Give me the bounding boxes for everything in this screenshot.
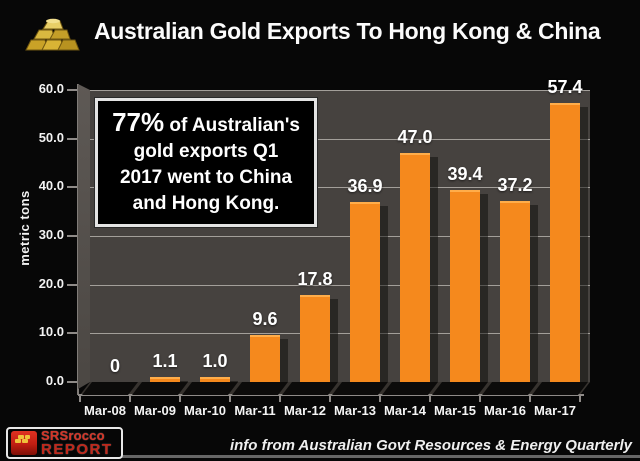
annotation-line: 77% of Australian's (100, 107, 312, 139)
x-tick-mark (329, 396, 331, 402)
annotation-box: 77% of Australian's gold exports Q1 2017… (95, 98, 317, 227)
bar (150, 376, 180, 382)
annotation-highlight: 77% (112, 107, 165, 137)
logo-text: SRSrocco REPORT (41, 429, 113, 457)
bar-value-label: 36.9 (347, 176, 383, 197)
srsrocco-logo: SRSrocco REPORT (6, 427, 123, 459)
gridline (90, 333, 590, 335)
bar-base-pad (382, 382, 438, 395)
header: Australian Gold Exports To Hong Kong & C… (0, 0, 640, 66)
x-tick-label: Mar-16 (484, 403, 526, 418)
bar (350, 202, 380, 382)
frame-edge (10, 455, 640, 458)
bar-value-label: 17.8 (297, 269, 333, 290)
gridline (90, 138, 590, 140)
gridline (90, 187, 590, 189)
x-tick-mark (179, 396, 181, 402)
bar-value-label: 1.0 (202, 351, 228, 372)
bar-base-pad (482, 382, 538, 395)
bar-value-label: 1.1 (152, 350, 178, 371)
bar-value-label: 9.6 (252, 309, 278, 330)
y-tick-label: 0.0 (45, 373, 64, 388)
x-tick-label: Mar-12 (284, 403, 326, 418)
x-tick-label: Mar-10 (184, 403, 226, 418)
x-tick-label: Mar-09 (134, 403, 176, 418)
y-tick-label: 20.0 (38, 275, 64, 291)
bar (550, 102, 580, 382)
y-tick-mark (67, 235, 77, 237)
annotation-line: and Hong Kong. (132, 193, 280, 214)
x-tick-mark (129, 396, 131, 402)
logo-line2: REPORT (41, 441, 113, 458)
x-tick-mark (279, 396, 281, 402)
annotation-line: gold exports Q1 (133, 141, 279, 162)
y-tick-mark (67, 89, 77, 91)
bar (200, 377, 230, 382)
y-tick-label: 10.0 (38, 324, 64, 340)
annotation-line: 2017 went to China (119, 167, 293, 188)
x-tick-mark (529, 396, 531, 402)
bar (300, 295, 330, 382)
bar-base-pad (132, 382, 188, 395)
x-tick-label: Mar-17 (534, 403, 576, 418)
bar-value-label: 0 (109, 356, 120, 376)
bar-base-pad (182, 382, 238, 395)
x-tick-label: Mar-11 (234, 403, 276, 418)
gold-bars-icon (25, 18, 80, 51)
y-tick-mark (67, 186, 77, 189)
x-tick-label: Mar-14 (384, 403, 426, 418)
logo-cart-icon (11, 431, 37, 455)
y-tick-mark (67, 332, 77, 335)
y-tick-mark (67, 381, 77, 383)
bar-value-label: 47.0 (397, 127, 433, 148)
gridline (90, 284, 590, 286)
x-tick-mark (79, 396, 81, 402)
x-tick-mark (229, 396, 231, 402)
x-axis-line (78, 394, 584, 396)
bar (500, 200, 530, 382)
y-tick-label: 60.0 (38, 81, 64, 96)
x-tick-mark (429, 396, 431, 402)
bar-value-label: 37.2 (497, 174, 533, 195)
x-tick-label: Mar-08 (84, 403, 126, 418)
x-tick-label: Mar-13 (334, 403, 376, 418)
annotation-line1-rest: of Australian's (164, 115, 300, 136)
y-tick-label: 40.0 (38, 178, 64, 194)
bar-value-label: 57.4 (547, 76, 583, 97)
y-tick-label: 50.0 (38, 129, 64, 145)
bar-base-pad (282, 382, 338, 395)
y-tick-mark (67, 283, 77, 286)
page-title: Australian Gold Exports To Hong Kong & C… (94, 18, 601, 44)
plot-side-wall (78, 84, 90, 389)
x-tick-label: Mar-15 (434, 403, 476, 418)
x-tick-mark (379, 396, 381, 402)
y-tick-label: 30.0 (38, 227, 64, 242)
bar-base-pad (432, 382, 488, 395)
bar (250, 335, 280, 382)
bar-base-pad (82, 382, 138, 395)
x-tick-mark (579, 396, 581, 402)
bar-base-pad (232, 382, 288, 395)
bar-base-pad (532, 382, 588, 395)
y-tick-mark (67, 137, 77, 140)
bar (400, 153, 430, 382)
gridline (90, 236, 590, 237)
credit-text: info from Australian Govt Resources & En… (229, 437, 632, 454)
logo-line1: SRSrocco (41, 428, 105, 443)
gridline (90, 90, 590, 91)
bar-base-pad (332, 382, 388, 395)
x-tick-mark (479, 396, 481, 402)
bar (450, 190, 480, 382)
bar-value-label: 39.4 (447, 164, 483, 185)
